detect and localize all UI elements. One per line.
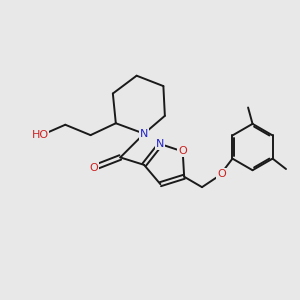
Text: O: O (178, 146, 187, 157)
Text: HO: HO (32, 130, 49, 140)
Text: O: O (217, 169, 226, 179)
Text: O: O (89, 163, 98, 173)
Text: N: N (156, 139, 165, 149)
Text: N: N (140, 129, 148, 139)
